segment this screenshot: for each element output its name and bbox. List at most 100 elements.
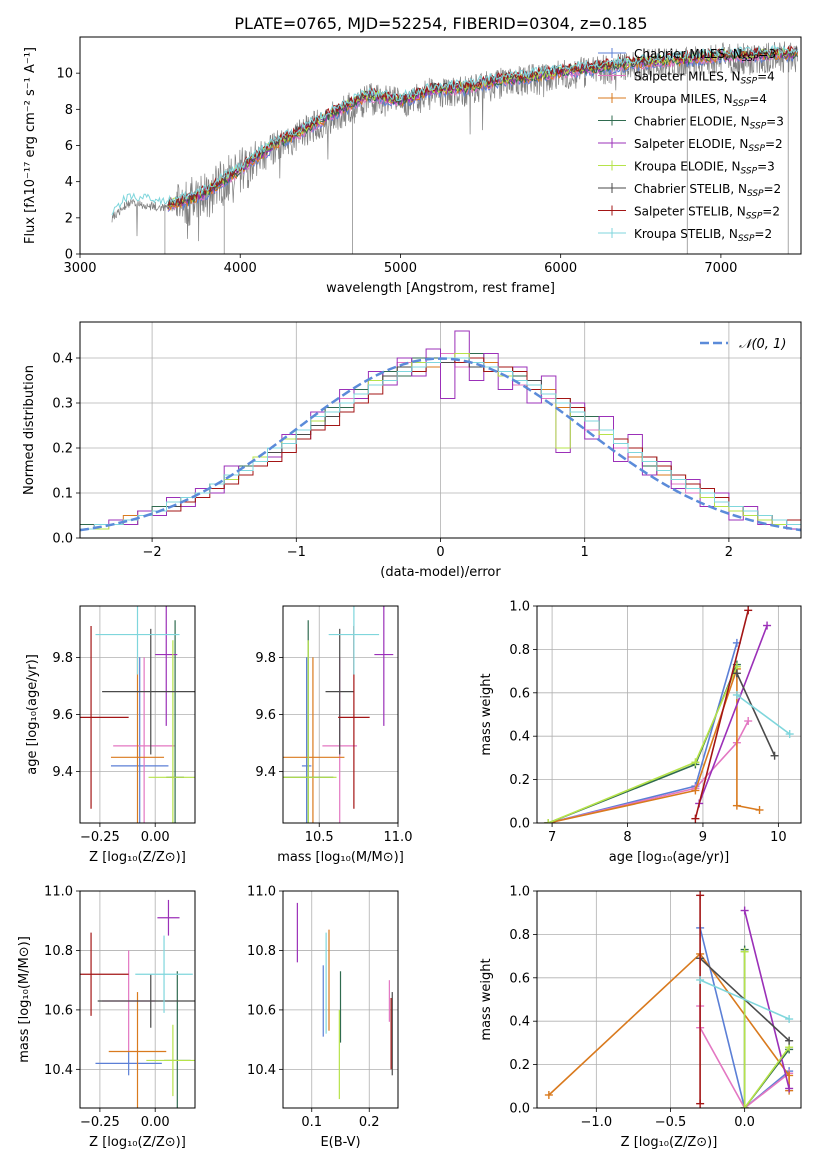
y-tick-label: 9.6 (255, 708, 276, 723)
y-tick-label: 11.0 (247, 885, 276, 900)
legend-label-chabrier-stelib: Chabrier STELIB, NSSP=2 (634, 182, 781, 199)
x-axis-label: wavelength [Angstrom, rest frame] (326, 281, 555, 296)
y-axis-label: mass weight (479, 958, 494, 1040)
y-tick-label: 8 (65, 103, 73, 118)
x-tick-label: 1 (581, 545, 589, 560)
errorbar-plot-area (283, 606, 394, 823)
x-axis-label: age [log₁₀(age/yr)] (609, 850, 730, 865)
x-tick-label: 5000 (384, 261, 417, 276)
legend-label-kroupa-elodie: Kroupa ELODIE, NSSP=3 (634, 160, 775, 177)
x-tick-label: 8 (623, 830, 631, 845)
x-axis-label: Z [log₁₀(Z/Z⊙)] (89, 1135, 186, 1150)
legend-label-kroupa-stelib: Kroupa STELIB, NSSP=2 (634, 227, 772, 244)
errorbar-plot-area (80, 606, 195, 823)
axes-frame (282, 605, 399, 824)
x-tick-label: −0.25 (80, 830, 120, 845)
errorbar-panel-4: 10.5 11.0 9.4 9.6 9.8 mass [log₁₀(M/M⊙)] (255, 605, 412, 865)
y-tick-label: 10.4 (44, 1063, 73, 1078)
axes-frame (79, 321, 802, 539)
y-axis-label: mass [log₁₀(M/M⊙)] (17, 936, 32, 1063)
y-tick-label: 0.1 (52, 487, 73, 502)
y-tick-label: 9.4 (52, 765, 73, 780)
y-axis-label: Normed distribution (22, 365, 37, 495)
legend-label-kroupa-miles: Kroupa MILES, NSSP=4 (634, 92, 767, 109)
x-tick-label: 0.1 (301, 1115, 322, 1130)
y-tick-label: 11.0 (44, 885, 73, 900)
y-tick-label: 1.0 (509, 885, 530, 900)
y-tick-label: 9.4 (255, 765, 276, 780)
axes-frame (536, 605, 802, 824)
weight-line-chabrier-elodie (743, 949, 790, 1108)
weight-line-salpeter-elodie (743, 910, 790, 1089)
errorbar-plot-area (296, 902, 393, 1100)
weight-line-kroupa-elodie (743, 951, 790, 1108)
weight-line-salpeter-miles (548, 720, 749, 823)
y-tick-label: 0.6 (509, 686, 530, 701)
y-tick-label: 0.2 (509, 773, 530, 788)
weight-plot-area (544, 891, 794, 1108)
x-tick-label: −1.0 (581, 1115, 613, 1130)
histogram-kroupa-stelib (80, 357, 801, 530)
axes-frame (282, 890, 399, 1109)
y-tick-label: 10.8 (247, 944, 276, 959)
x-axis-label: Z [log₁₀(Z/Z⊙)] (89, 850, 186, 865)
x-tick-label: 3000 (63, 261, 96, 276)
x-tick-label: −0.5 (655, 1115, 687, 1130)
axes-frame (79, 890, 196, 1109)
y-axis-label: mass weight (479, 673, 494, 755)
x-tick-label: 0 (436, 545, 444, 560)
data-spectrum-line (111, 41, 798, 242)
weight-line-salpeter-elodie (698, 625, 768, 804)
y-tick-label: 9.8 (255, 651, 276, 666)
errorbar-panel-3: −0.25 0.00 9.4 9.6 9.8 Z [log₁₀(Z/Z⊙)] age [lo… (25, 605, 196, 865)
x-tick-label: 10.5 (305, 830, 334, 845)
spectrum-panel: 3000 4000 5000 6000 7000 0 2 4 6 8 10 wavelength [A… (23, 36, 802, 296)
y-tick-label: 1.0 (509, 600, 530, 615)
x-axis-label: mass [log₁₀(M/M⊙)] (277, 850, 404, 865)
y-tick-label: 0.4 (509, 730, 530, 745)
x-axis-label: (data-model)/error (380, 565, 501, 580)
x-tick-label: 0.00 (141, 830, 170, 845)
weight-line-chabrier-miles (699, 927, 790, 1108)
x-tick-label: 7000 (704, 261, 737, 276)
axes-frame (79, 36, 802, 255)
weight-plot-area (544, 606, 794, 823)
y-tick-label: 6 (65, 139, 73, 154)
y-tick-label: 10.8 (44, 944, 73, 959)
x-tick-label: 10 (770, 830, 787, 845)
y-tick-label: 4 (65, 175, 73, 190)
weight-panel-5: 7 8 9 10 0.0 0.2 0.4 0.6 0.8 1.0 age [log₁₀(age/yr… (479, 600, 802, 865)
y-tick-label: 0.8 (509, 928, 530, 943)
y-tick-label: 0.8 (509, 643, 530, 658)
errorbar-panel-6: −0.25 0.00 10.4 10.6 10.8 11.0 Z [log₁₀(Z/Z⊙)]… (17, 885, 196, 1150)
x-tick-label: 0.0 (734, 1115, 755, 1130)
weight-line-chabrier-stelib (736, 672, 776, 757)
x-tick-label: 0.2 (359, 1115, 380, 1130)
y-tick-label: 0.3 (52, 397, 73, 412)
y-tick-label: 10 (56, 67, 73, 82)
y-tick-label: 0.4 (509, 1015, 530, 1030)
x-tick-label: 7 (548, 830, 556, 845)
x-tick-label: −1 (287, 545, 306, 560)
x-axis-label: Z [log₁₀(Z/Z⊙)] (621, 1135, 718, 1150)
y-tick-label: 0.2 (509, 1058, 530, 1073)
legend-normal-label: 𝒩(0, 1) (739, 337, 786, 352)
spectrum-legend: Chabrier MILES, NSSP=3 Salpeter MILES, NS… (598, 47, 784, 244)
x-tick-label: 2 (725, 545, 733, 560)
y-tick-label: 10.6 (247, 1003, 276, 1018)
y-tick-label: 9.6 (52, 708, 73, 723)
x-tick-label: −2 (143, 545, 162, 560)
histogram-panel: −2 −1 0 1 2 0.0 0.1 0.2 0.3 0.4 (data-model)/error… (22, 321, 802, 580)
y-tick-label: 0.0 (52, 532, 73, 547)
x-tick-label: 6000 (544, 261, 577, 276)
y-axis-label: age [log₁₀(age/yr)] (25, 654, 40, 775)
y-tick-label: 2 (65, 211, 73, 226)
y-tick-label: 10.6 (44, 1003, 73, 1018)
y-tick-label: 0.0 (509, 817, 530, 832)
weight-line-kroupa-stelib (699, 979, 790, 1020)
y-tick-label: 0.4 (52, 352, 73, 367)
histogram-salpeter-elodie (80, 330, 801, 530)
errorbar-panel-7: 0.1 0.2 10.4 10.6 10.8 11.0 E(B-V) (247, 885, 399, 1150)
weight-line-kroupa-miles (548, 952, 790, 1096)
model-line-kroupa-stelib (111, 44, 799, 216)
